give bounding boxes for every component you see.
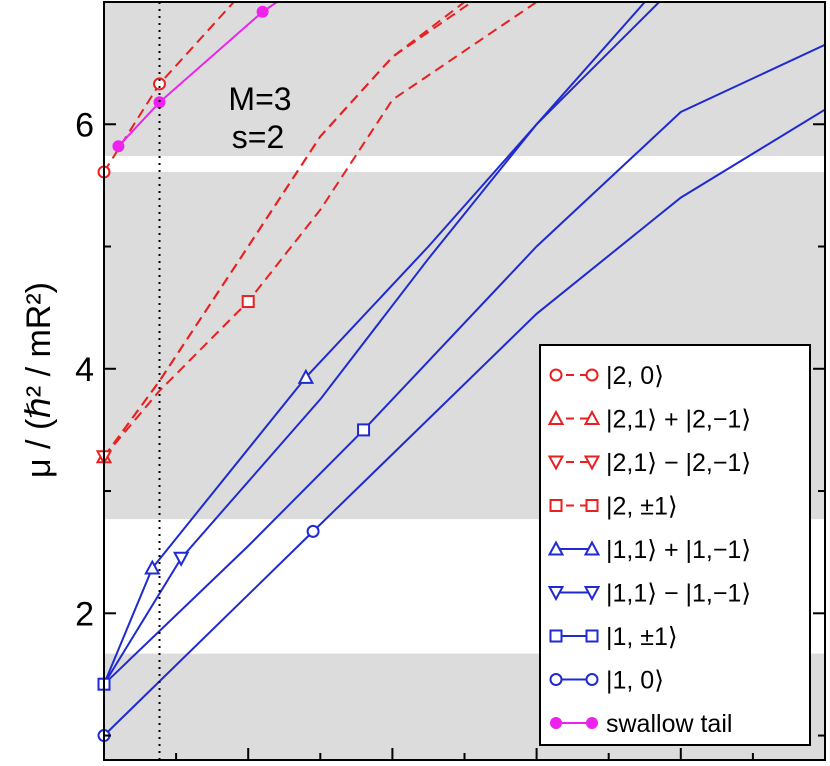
series-8-marker-1	[153, 96, 166, 109]
series-line-7	[104, 108, 825, 737]
series-line-2	[104, 2, 473, 458]
axis-ticks	[104, 1, 826, 760]
annotation-line1: M=3	[228, 81, 291, 117]
legend-box	[539, 344, 811, 746]
annotation: M=3 s=2	[228, 81, 291, 155]
series-line-5	[104, 2, 660, 685]
series-8-marker-0	[112, 140, 125, 153]
series-line-4	[104, 2, 646, 685]
legend-marker-left-2	[547, 455, 565, 471]
y-tick-label-2: 6	[75, 106, 94, 144]
series-7-marker-1	[306, 524, 320, 538]
series-line-3	[104, 2, 538, 458]
legend-marker-right-0	[585, 368, 599, 382]
series-lines	[104, 2, 825, 737]
y-tick-label-0: 2	[75, 595, 94, 633]
legend-marker-left-1	[547, 409, 565, 425]
y-tick-labels: 2 4 6	[75, 106, 94, 633]
legend-marker-right-1	[583, 409, 601, 425]
legend-marker-left-5	[547, 586, 565, 602]
legend-label-0: |2, 0⟩	[606, 362, 664, 390]
legend: |2, 0⟩ |2,1⟩ + |2,−1⟩ |2,1⟩ − |2,−1⟩ |2, ±1…	[539, 344, 811, 746]
legend-marker-left-8	[550, 717, 562, 729]
legend-marker-left-3	[549, 499, 563, 512]
series-0-marker-1	[153, 77, 167, 91]
legend-marker-left-0	[549, 368, 563, 382]
legend-marker-left-6	[549, 629, 563, 643]
legend-label-5: |1,1⟩ − |1,−1⟩	[606, 580, 751, 608]
annotation-line2: s=2	[232, 119, 284, 155]
legend-label-4: |1,1⟩ + |1,−1⟩	[606, 536, 751, 564]
gray-band-2	[104, 2, 825, 157]
legend-marker-right-3	[585, 499, 599, 512]
legend-label-7: |1, 0⟩	[606, 667, 664, 695]
series-3-marker-2	[241, 295, 255, 309]
series-line-8	[117, 2, 278, 147]
legend-label-2: |2,1⟩ − |2,−1⟩	[606, 449, 751, 477]
legend-marker-right-6	[585, 629, 599, 643]
y-tick-label-1: 4	[75, 351, 94, 389]
series-4-marker-1	[144, 559, 161, 575]
legend-marker-right-8	[586, 717, 598, 729]
legend-label-8: swallow tail	[606, 710, 732, 738]
y-axis-label: μ / (ℏ² / mR²)	[20, 282, 58, 478]
legend-label-1: |2,1⟩ + |2,−1⟩	[606, 406, 751, 434]
legend-marker-right-5	[583, 586, 601, 602]
legend-marker-left-7	[549, 673, 563, 686]
series-8-marker-2	[256, 5, 269, 18]
series-line-6	[104, 43, 825, 685]
legend-label-3: |2, ±1⟩	[606, 493, 678, 521]
series-4-marker-2	[297, 368, 315, 384]
series-6-marker-2	[357, 423, 371, 437]
legend-marker-left-4	[547, 540, 565, 556]
series-5-marker-1	[172, 551, 190, 567]
legend-label-6: |1, ±1⟩	[606, 623, 678, 651]
legend-marker-right-4	[583, 540, 601, 556]
legend-marker-right-7	[585, 673, 599, 686]
legend-marker-right-2	[583, 455, 601, 471]
